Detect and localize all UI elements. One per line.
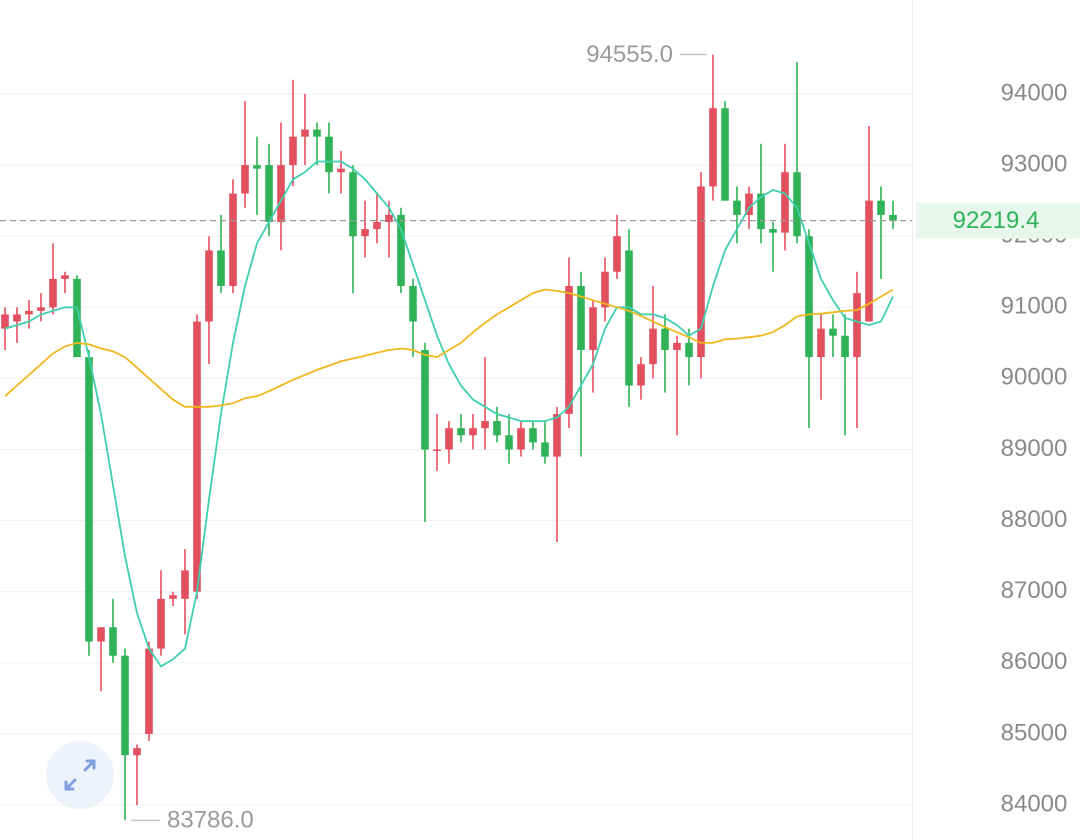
last-price-box: [916, 202, 1080, 239]
y-tick-label: 84000: [1001, 790, 1068, 817]
candle-body: [193, 321, 201, 592]
y-tick-label: 93000: [1001, 150, 1068, 177]
candle-body: [349, 172, 357, 237]
candle-body: [361, 229, 369, 237]
y-tick-label: 86000: [1001, 648, 1068, 675]
candle-body: [613, 236, 621, 272]
candle-body: [673, 342, 681, 350]
low-label: 83786.0: [167, 807, 254, 834]
candle-body: [181, 570, 189, 599]
candle-body: [625, 250, 633, 386]
candle-body: [457, 428, 465, 436]
candle-body: [481, 421, 489, 429]
candle-body: [265, 165, 273, 222]
expand-button-bg[interactable]: [46, 741, 114, 809]
candle-body: [25, 310, 33, 315]
candle-body: [409, 285, 417, 322]
candle-body: [637, 364, 645, 386]
candle-body: [661, 328, 669, 350]
candle-body: [277, 165, 285, 222]
candle-body: [337, 168, 345, 173]
candle-body: [97, 627, 105, 642]
y-tick-label: 91000: [1001, 293, 1068, 320]
candle-body: [733, 200, 741, 215]
candle-body: [157, 598, 165, 649]
candle-body: [697, 186, 705, 358]
candle-body: [169, 595, 177, 599]
candle-body: [745, 193, 753, 215]
candle-body: [205, 250, 213, 322]
high-label: 94555.0: [586, 41, 673, 68]
candle-body: [781, 172, 789, 233]
candle-body: [469, 428, 477, 436]
y-tick-label: 94000: [1001, 79, 1068, 106]
expand-icon[interactable]: [64, 759, 96, 791]
candle-body: [85, 357, 93, 642]
candle-body: [61, 275, 69, 279]
candle-body: [853, 293, 861, 358]
y-tick-label: 88000: [1001, 506, 1068, 533]
y-tick-label: 87000: [1001, 577, 1068, 604]
candle-body: [217, 250, 225, 286]
candle-body: [301, 129, 309, 137]
candle-body: [505, 435, 513, 450]
candle-body: [517, 428, 525, 450]
candle-body: [229, 193, 237, 286]
candle-body: [313, 129, 321, 137]
candle-body: [385, 214, 393, 222]
candle-body: [793, 172, 801, 237]
candle-body: [421, 349, 429, 450]
y-tick-label: 89000: [1001, 435, 1068, 462]
candle-body: [397, 214, 405, 286]
candle-body: [589, 307, 597, 350]
candle-body: [877, 200, 885, 215]
candle-body: [73, 278, 81, 358]
y-tick-label: 85000: [1001, 719, 1068, 746]
candle-body: [709, 108, 717, 187]
candle-body: [769, 229, 777, 233]
candle-body: [805, 236, 813, 358]
candle-body: [253, 165, 261, 169]
candle-body: [529, 428, 537, 443]
candle-body: [13, 314, 21, 322]
y-tick-label: 90000: [1001, 364, 1068, 391]
candle-body: [565, 285, 573, 414]
candle-body: [37, 307, 45, 311]
candle-body: [493, 421, 501, 436]
candle-body: [121, 655, 129, 756]
candle-body: [133, 748, 141, 756]
candle-body: [721, 108, 729, 201]
expand-button[interactable]: [46, 741, 114, 809]
candle-body: [601, 271, 609, 308]
candle-body: [817, 328, 825, 358]
candle-body: [553, 413, 561, 457]
candle-body: [1, 314, 9, 329]
candle-body: [289, 136, 297, 166]
candle-body: [577, 285, 585, 350]
candle-body: [865, 200, 873, 322]
ma-line: [4, 160, 894, 668]
candle-body: [109, 627, 117, 656]
last-price-label: 92219.4: [953, 207, 1040, 234]
candle-body: [445, 428, 453, 450]
candle-body: [373, 221, 381, 230]
candle-body: [841, 335, 849, 358]
candle-body: [541, 442, 549, 457]
candle-body: [685, 342, 693, 358]
candle-body: [829, 328, 837, 336]
candle-body: [433, 449, 441, 452]
ma-line: [4, 288, 894, 408]
candle-body: [49, 278, 57, 308]
candle-body: [145, 648, 153, 734]
candle-body: [649, 328, 657, 365]
candle-body: [889, 214, 897, 221]
candle-body: [325, 136, 333, 173]
candle-body: [241, 165, 249, 194]
candle-body: [757, 193, 765, 230]
